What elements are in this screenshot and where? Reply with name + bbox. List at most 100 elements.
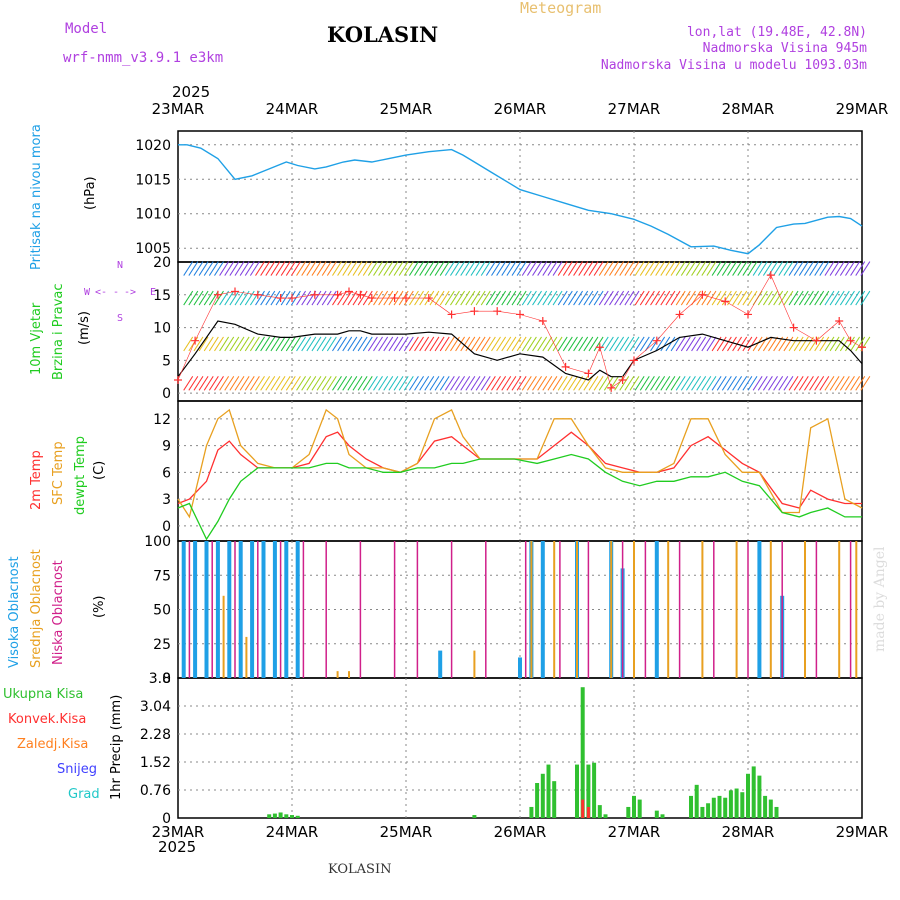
wind-direction-arrow	[665, 336, 676, 352]
precip-total-bar	[597, 805, 602, 818]
wind-direction-arrow	[568, 290, 578, 306]
wind-direction-arrow	[193, 261, 204, 276]
wind-direction-arrow	[686, 290, 696, 306]
precip-total-bar	[763, 795, 768, 818]
precip-axis-label: 1hr Precip (mm)	[109, 694, 124, 800]
wind-direction-arrow	[234, 261, 245, 276]
wind-direction-arrow	[280, 261, 291, 276]
wind-direction-arrow	[839, 336, 850, 352]
wind-direction-arrow	[691, 261, 701, 276]
wind-direction-arrow	[593, 376, 604, 391]
wind-direction-arrow	[629, 336, 640, 352]
wind-direction-arrow	[562, 336, 573, 352]
wind-direction-arrow	[788, 261, 799, 276]
wind-direction-arrow	[306, 261, 317, 276]
wind-direction-arrow	[347, 376, 358, 391]
low-cloud-bar	[747, 541, 749, 678]
mid-cloud-bar	[473, 650, 476, 678]
wind-direction-arrow	[480, 336, 491, 352]
wind-direction-arrow	[439, 290, 450, 306]
wind-direction-arrow	[383, 261, 394, 276]
wind-direction-arrow	[326, 376, 337, 391]
wind-direction-arrow	[829, 290, 840, 306]
wind-direction-arrow	[311, 261, 322, 276]
wind-direction-arrow	[660, 290, 671, 306]
wind-direction-arrow	[793, 290, 804, 306]
wind-direction-arrow	[465, 336, 476, 352]
high-cloud-bar	[757, 541, 762, 678]
wind-direction-arrow	[465, 290, 476, 306]
wind-direction-arrow	[373, 376, 383, 391]
compass-w: W	[84, 287, 91, 298]
precip-total-bar	[740, 792, 745, 818]
date-label-bottom: 28MAR	[722, 823, 775, 841]
wind-direction-arrow	[727, 336, 737, 352]
wind-direction-arrow	[824, 261, 835, 276]
low-cloud-bar	[450, 541, 453, 678]
precip-total-bar	[580, 687, 585, 818]
low-cloud-bar	[849, 541, 852, 678]
wind-direction-arrow	[383, 336, 394, 352]
wind-direction-arrow	[814, 336, 825, 352]
wind-direction-arrow	[834, 261, 845, 276]
panel-frame	[177, 400, 863, 542]
wind-direction-arrow	[752, 336, 763, 352]
wind-direction-arrow	[491, 336, 501, 352]
date-label-bottom: 27MAR	[608, 823, 661, 841]
low-cloud-bar	[524, 541, 527, 678]
high-cloud-bar	[238, 541, 243, 678]
wind-direction-arrow	[768, 290, 778, 306]
wind-direction-arrow	[650, 261, 660, 276]
wind-direction-arrow	[526, 336, 537, 352]
wind-direction-arrow	[824, 336, 835, 352]
high-cloud-bar	[193, 541, 198, 678]
wind-direction-arrow	[578, 336, 589, 352]
wind-direction-arrow	[214, 376, 224, 391]
wind-direction-arrow	[624, 290, 635, 306]
wind-direction-arrow	[219, 290, 230, 306]
wind-direction-arrow	[655, 376, 666, 391]
mid-cloud-label: Srednja Oblacnost	[29, 549, 44, 668]
wind-direction-arrow	[434, 376, 445, 391]
wind-direction-arrow	[398, 336, 409, 352]
high-cloud-bar	[250, 541, 255, 678]
wind-direction-arrow	[526, 290, 537, 306]
date-label-bottom: 23MAR	[152, 823, 205, 841]
wind-direction-arrow	[762, 376, 773, 391]
wind-direction-arrow	[773, 261, 784, 276]
wind-direction-arrow	[696, 261, 707, 276]
y-tick-label: 1005	[135, 241, 171, 257]
wind-direction-arrow	[516, 261, 527, 276]
high-cloud-bar	[438, 650, 443, 678]
wind-direction-arrow	[680, 336, 691, 352]
wind-direction-arrow	[860, 290, 871, 306]
wind-direction-arrow	[275, 336, 286, 352]
chart-content: 1005101010151020051015200369120255075100…	[135, 100, 888, 841]
wind-direction-arrow	[429, 290, 440, 306]
wind-direction-arrow	[778, 261, 789, 276]
precip-total-bar	[654, 810, 659, 818]
wind-direction-arrow	[639, 336, 650, 352]
wind-direction-arrow	[711, 376, 722, 391]
wind-direction-arrow	[419, 261, 430, 276]
wind-direction-arrow	[255, 290, 265, 306]
wind-direction-arrow	[208, 336, 219, 352]
wind-direction-arrow	[203, 261, 214, 276]
date-label-top: 23MAR	[152, 100, 205, 118]
wind-direction-arrow	[249, 336, 260, 352]
wind-direction-arrow	[367, 261, 378, 276]
wind-label-2: Brzina i Pravac	[51, 283, 66, 380]
wind-direction-arrow	[855, 290, 866, 306]
precip-total-bar	[711, 797, 716, 818]
wind-direction-arrow	[337, 290, 348, 306]
date-label-bottom: 26MAR	[494, 823, 547, 841]
wind-direction-arrow	[568, 261, 578, 276]
wind-direction-arrow	[609, 290, 619, 306]
precip-total-bar	[746, 773, 750, 818]
y-tick-label: 1015	[135, 172, 171, 188]
wind-direction-arrow	[660, 376, 671, 391]
wind-direction-arrow	[188, 336, 199, 352]
wind-direction-arrow	[809, 336, 819, 352]
wind-direction-arrow	[496, 261, 507, 276]
wind-direction-arrow	[860, 261, 871, 276]
